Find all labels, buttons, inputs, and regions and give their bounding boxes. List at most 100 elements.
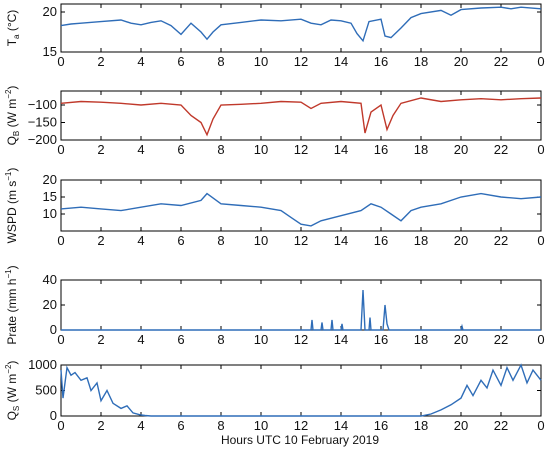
x-tick-label: 14 bbox=[334, 142, 348, 157]
x-tick-label: 2 bbox=[97, 233, 104, 248]
x-tick-label: 8 bbox=[217, 142, 224, 157]
y-tick-label: 500 bbox=[35, 383, 57, 398]
series-line bbox=[60, 97, 542, 137]
x-tick-label: 18 bbox=[414, 233, 428, 248]
y-axis-label: QB (W m−2) bbox=[4, 86, 21, 146]
x-tick-label: 18 bbox=[414, 142, 428, 157]
x-tick-label: 16 bbox=[374, 142, 388, 157]
y-tick-label: 20 bbox=[43, 297, 57, 312]
x-axis-label: Hours UTC 10 February 2019 bbox=[221, 433, 379, 447]
axes-frame bbox=[60, 279, 542, 331]
x-tick-label: 6 bbox=[177, 54, 184, 69]
y-axis-label: Prate (mm h−1) bbox=[4, 265, 19, 344]
axes-frame bbox=[60, 364, 542, 417]
x-tick-label: 14 bbox=[334, 54, 348, 69]
y-tick-label: 20 bbox=[43, 4, 57, 19]
y-tick-label: 0 bbox=[50, 322, 57, 337]
x-tick-label: 2 bbox=[97, 332, 104, 347]
x-tick-label: 20 bbox=[454, 233, 468, 248]
x-tick-label: 22 bbox=[494, 233, 508, 248]
x-tick-label: 0 bbox=[537, 54, 544, 69]
y-tick-label: −200 bbox=[28, 132, 57, 147]
x-tick-label: 4 bbox=[137, 54, 144, 69]
series-line bbox=[60, 6, 542, 43]
x-tick-label: 20 bbox=[454, 54, 468, 69]
x-tick-label: 10 bbox=[254, 142, 268, 157]
x-tick-label: 4 bbox=[137, 142, 144, 157]
x-tick-label: 0 bbox=[537, 233, 544, 248]
y-tick-label: 1000 bbox=[28, 357, 57, 372]
x-tick-label: 16 bbox=[374, 54, 388, 69]
series-line bbox=[60, 192, 542, 227]
x-tick-label: 10 bbox=[254, 418, 268, 433]
y-tick-label: 15 bbox=[43, 189, 57, 204]
x-tick-label: 12 bbox=[294, 142, 308, 157]
x-tick-label: 8 bbox=[217, 54, 224, 69]
y-tick-label: 10 bbox=[43, 206, 57, 221]
x-tick-label: 0 bbox=[57, 332, 64, 347]
x-tick-label: 12 bbox=[294, 54, 308, 69]
x-tick-label: 10 bbox=[254, 54, 268, 69]
x-tick-label: 8 bbox=[217, 418, 224, 433]
x-tick-label: 0 bbox=[57, 142, 64, 157]
x-tick-label: 18 bbox=[414, 332, 428, 347]
x-tick-label: 18 bbox=[414, 54, 428, 69]
axes-frame bbox=[60, 179, 542, 232]
x-tick-label: 12 bbox=[294, 233, 308, 248]
x-tick-label: 22 bbox=[494, 142, 508, 157]
x-tick-label: 14 bbox=[334, 233, 348, 248]
x-tick-label: 0 bbox=[57, 54, 64, 69]
x-tick-label: 2 bbox=[97, 142, 104, 157]
x-tick-label: 2 bbox=[97, 418, 104, 433]
x-tick-label: 16 bbox=[374, 233, 388, 248]
x-tick-label: 0 bbox=[57, 418, 64, 433]
x-tick-label: 0 bbox=[537, 332, 544, 347]
x-tick-label: 6 bbox=[177, 418, 184, 433]
x-tick-label: 16 bbox=[374, 418, 388, 433]
x-tick-label: 8 bbox=[217, 332, 224, 347]
x-tick-label: 6 bbox=[177, 233, 184, 248]
x-tick-label: 16 bbox=[374, 332, 388, 347]
x-tick-label: 6 bbox=[177, 332, 184, 347]
x-tick-label: 8 bbox=[217, 233, 224, 248]
x-tick-label: 4 bbox=[137, 418, 144, 433]
x-tick-label: 20 bbox=[454, 332, 468, 347]
x-tick-label: 14 bbox=[334, 332, 348, 347]
axes-frame bbox=[60, 90, 542, 141]
x-tick-label: 0 bbox=[57, 233, 64, 248]
x-tick-label: 20 bbox=[454, 418, 468, 433]
x-tick-label: 22 bbox=[494, 332, 508, 347]
y-tick-label: −150 bbox=[28, 115, 57, 130]
y-tick-label: 0 bbox=[50, 408, 57, 423]
x-tick-label: 0 bbox=[537, 142, 544, 157]
x-tick-label: 12 bbox=[294, 418, 308, 433]
x-tick-label: 2 bbox=[97, 54, 104, 69]
series-line bbox=[60, 363, 542, 417]
axes-frame bbox=[60, 3, 542, 53]
x-tick-label: 18 bbox=[414, 418, 428, 433]
y-tick-label: 40 bbox=[43, 272, 57, 287]
y-axis-label: WSPD (m s−1) bbox=[4, 168, 19, 244]
y-tick-label: −100 bbox=[28, 97, 57, 112]
x-tick-label: 0 bbox=[537, 418, 544, 433]
x-tick-label: 6 bbox=[177, 142, 184, 157]
y-axis-label: QS (W m−2) bbox=[4, 361, 21, 421]
x-tick-label: 22 bbox=[494, 418, 508, 433]
x-tick-label: 14 bbox=[334, 418, 348, 433]
x-tick-label: 4 bbox=[137, 233, 144, 248]
x-tick-label: 4 bbox=[137, 332, 144, 347]
x-tick-label: 22 bbox=[494, 54, 508, 69]
y-tick-label: 20 bbox=[43, 172, 57, 187]
series-line bbox=[61, 289, 541, 331]
x-tick-label: 12 bbox=[294, 332, 308, 347]
x-tick-label: 10 bbox=[254, 332, 268, 347]
y-tick-label: 15 bbox=[43, 44, 57, 59]
y-axis-label: Ta (°C) bbox=[5, 10, 21, 47]
x-tick-label: 20 bbox=[454, 142, 468, 157]
